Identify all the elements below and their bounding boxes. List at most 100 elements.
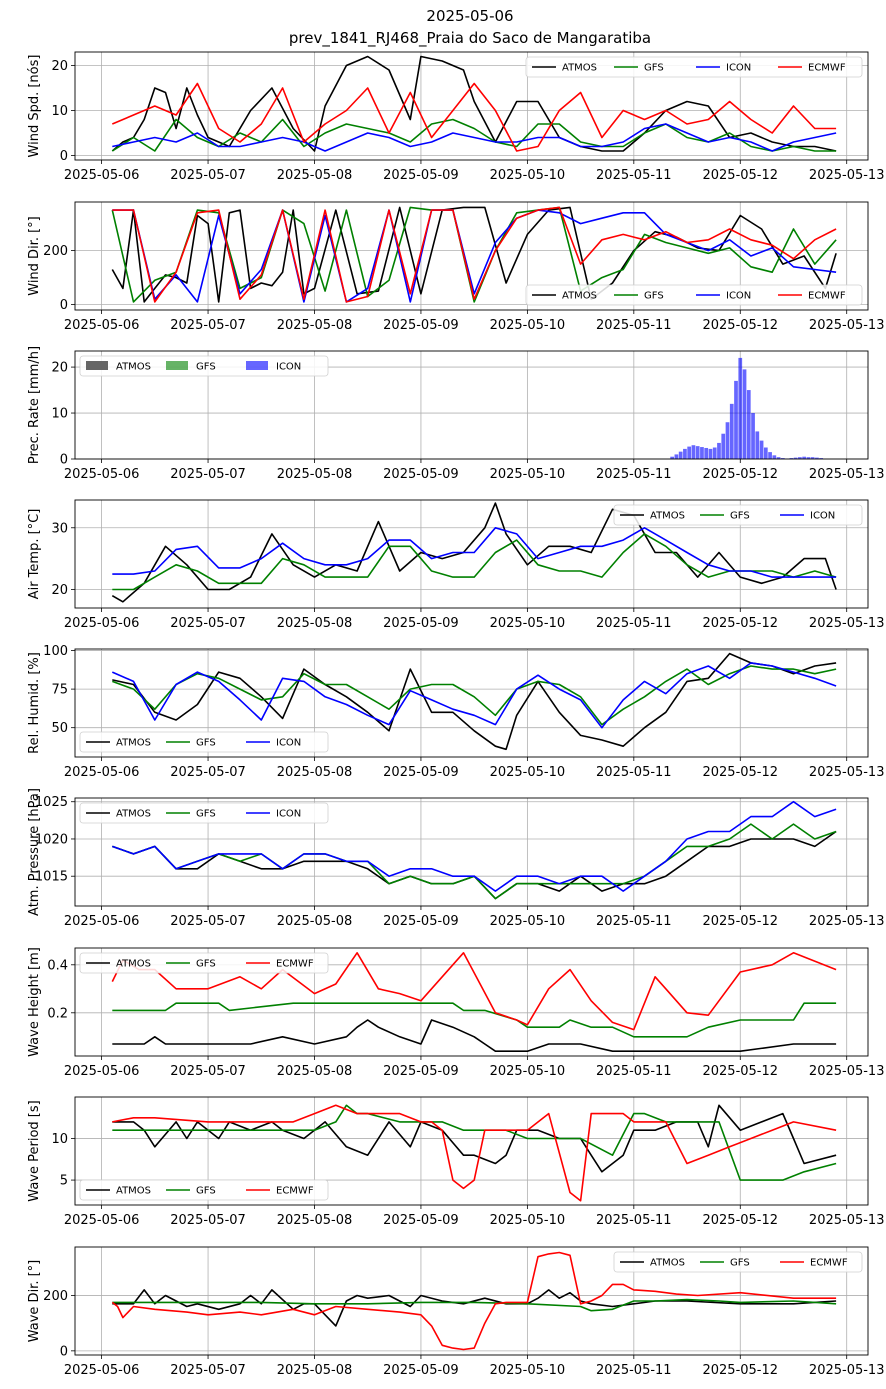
legend: ATMOS GFS ICON — [613, 504, 863, 526]
y-tick-label: 1015 — [35, 870, 68, 885]
panel-9: 0 200 2025-05-06 2025-05-07 2025-05-08 2025-0… — [27, 1246, 885, 1378]
y-tick-label: 1025 — [35, 795, 68, 810]
series-line-gfs — [112, 533, 837, 591]
legend-swatch-atmos — [86, 361, 108, 370]
series-line-ecmwf — [111, 82, 837, 152]
y-tick-label: 0.4 — [47, 958, 68, 973]
series-line-gfs — [112, 823, 837, 900]
legend-label-ecmwf: ECMWF — [808, 291, 846, 302]
bar-icon — [776, 457, 781, 459]
plot-area — [112, 1104, 837, 1202]
legend-box — [79, 731, 329, 753]
x-tick-label: 2025-05-10 — [490, 914, 566, 929]
legend-label-gfs: GFS — [644, 291, 664, 302]
plot-area — [112, 800, 837, 900]
y-tick-label: 30 — [51, 521, 68, 536]
bar-icon — [704, 447, 709, 459]
bar-icon — [789, 458, 794, 459]
series-line-ecmwf — [112, 206, 837, 303]
y-tick-label: 10 — [51, 104, 68, 119]
x-tick-label: 2025-05-09 — [383, 616, 459, 631]
plot-area — [111, 1251, 837, 1351]
legend-label-ecmwf: ECMWF — [276, 1186, 314, 1197]
x-tick-label: 2025-05-09 — [383, 1213, 459, 1228]
y-axis-label: Prec. Rate [mm/h] — [27, 346, 42, 464]
x-tick-label: 2025-05-12 — [702, 467, 778, 482]
y-axis-label: Wave Height [m] — [27, 947, 42, 1057]
axes-frame — [74, 51, 869, 161]
x-tick-label: 2025-05-09 — [383, 168, 459, 183]
legend-label-icon: ICON — [726, 291, 751, 302]
series-line-gfs — [111, 206, 837, 303]
series-line-ecmwf — [111, 951, 837, 1031]
legend-label-gfs: GFS — [730, 511, 750, 522]
figure-title-date: 2025-05-06 — [426, 7, 514, 25]
x-tick-label: 2025-05-13 — [809, 318, 885, 333]
y-axis-label: Air Temp. [°C] — [27, 509, 42, 600]
y-axis-label: Rel. Humid. [%] — [27, 652, 42, 754]
bar-icon — [717, 442, 721, 459]
bar-icon — [819, 458, 824, 459]
x-tick-label: 2025-05-08 — [277, 765, 353, 780]
series-line-ecmwf — [111, 1251, 837, 1351]
series-line-ecmwf — [112, 1104, 837, 1202]
legend-label-atmos: ATMOS — [650, 1258, 685, 1269]
y-tick-label: 0 — [60, 453, 68, 468]
bar-icon — [772, 455, 777, 459]
legend-box — [525, 56, 863, 78]
plot-area — [111, 652, 837, 751]
series-line-atmos — [112, 830, 837, 900]
plot-area — [670, 357, 824, 459]
x-tick-label: 2025-05-11 — [596, 914, 672, 929]
x-tick-label: 2025-05-10 — [490, 1064, 566, 1079]
bar-icon — [751, 413, 755, 459]
series-line-gfs — [112, 1104, 837, 1181]
x-tick-label: 2025-05-13 — [809, 467, 885, 482]
figure-title-station: prev_1841_RJ468_Praia do Saco de Mangara… — [288, 29, 652, 47]
legend-box — [525, 284, 863, 306]
axes-frame — [74, 947, 869, 1057]
legend: ATMOS GFS ICON ECMWF — [525, 56, 863, 78]
series-line-atmos — [112, 1019, 837, 1052]
bar-icon — [674, 454, 679, 459]
x-tick-label: 2025-05-11 — [596, 318, 672, 333]
x-tick-label: 2025-05-07 — [170, 318, 246, 333]
x-tick-label: 2025-05-06 — [64, 1213, 140, 1228]
legend-swatch-gfs — [166, 361, 188, 370]
x-tick-label: 2025-05-13 — [809, 1064, 885, 1079]
bar-icon — [806, 457, 811, 459]
x-tick-label: 2025-05-13 — [809, 616, 885, 631]
x-tick-label: 2025-05-13 — [809, 914, 885, 929]
y-tick-label: 50 — [51, 721, 68, 736]
panel-4: 20 30 2025-05-06 2025-05-07 2025-05-08 2025-0… — [27, 499, 885, 631]
bar-icon — [695, 446, 700, 459]
x-tick-label: 2025-05-11 — [596, 616, 672, 631]
legend-label-icon: ICON — [810, 511, 835, 522]
x-tick-label: 2025-05-12 — [702, 914, 778, 929]
axes-frame — [74, 1246, 869, 1356]
x-tick-label: 2025-05-13 — [809, 765, 885, 780]
x-tick-label: 2025-05-13 — [809, 1363, 885, 1378]
x-tick-label: 2025-05-08 — [277, 168, 353, 183]
x-tick-label: 2025-05-09 — [383, 467, 459, 482]
y-tick-label: 20 — [51, 361, 68, 376]
bar-icon — [734, 380, 738, 459]
x-tick-label: 2025-05-07 — [170, 1064, 246, 1079]
bar-icon — [721, 433, 726, 459]
series-line-icon — [112, 800, 837, 892]
legend: ATMOS GFS ICON — [79, 802, 329, 824]
y-axis-label: Atm. Pressure [hPa] — [27, 788, 42, 916]
y-tick-label: 0 — [60, 1344, 68, 1359]
bar-icon — [691, 445, 696, 459]
x-tick-label: 2025-05-06 — [64, 914, 140, 929]
legend: ATMOS GFS ECMWF — [79, 952, 329, 974]
legend-box — [613, 1251, 863, 1273]
panel-6: 1015 1020 1025 2025-05-06 2025-05-07 2025-05-… — [27, 788, 884, 929]
legend-label-atmos: ATMOS — [116, 1186, 151, 1197]
legend: ATMOS GFS ICON — [79, 731, 329, 753]
bar-icon — [729, 403, 734, 459]
legend-label-gfs: GFS — [196, 1186, 216, 1197]
x-tick-label: 2025-05-07 — [170, 1213, 246, 1228]
bar-icon — [670, 456, 675, 459]
